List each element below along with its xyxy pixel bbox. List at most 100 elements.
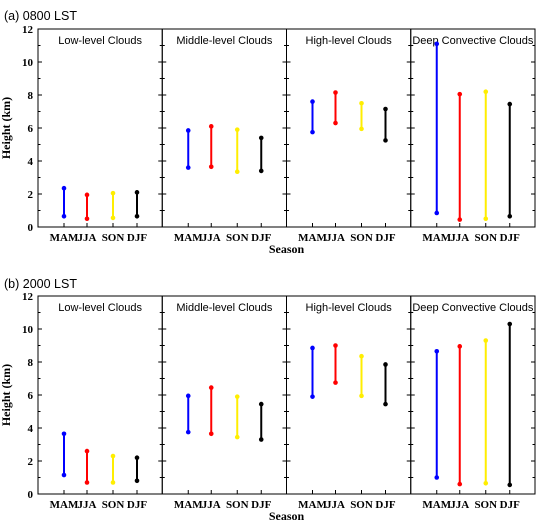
range-son: [110, 190, 116, 221]
range-mam: [185, 393, 191, 435]
range-mam: [61, 185, 67, 219]
range-max-point: [134, 455, 140, 461]
range-jja: [333, 343, 338, 385]
range-son: [483, 338, 489, 486]
range-min-point: [258, 168, 264, 174]
range-min-point: [61, 213, 67, 219]
x-tick-label: JJA: [450, 232, 469, 244]
range-max-point: [483, 338, 489, 343]
range-max-point: [234, 127, 240, 132]
range-min-point: [434, 475, 440, 480]
panel-high-level-clouds: High-level Clouds MAM JJA SON DJF: [286, 28, 412, 244]
range-max-point: [234, 394, 240, 399]
x-tick-label: DJF: [500, 232, 520, 244]
range-max-point: [134, 190, 140, 195]
range-min-point: [457, 481, 463, 487]
range-min-point: [84, 216, 90, 222]
range-max-point: [507, 321, 513, 327]
range-min-point: [61, 472, 67, 478]
range-min-point: [457, 217, 463, 222]
y-tick-label: 0: [28, 222, 34, 234]
range-max-point: [333, 90, 338, 95]
panel-low-level-clouds: Low-level Clouds MAM JJA SON DJF: [37, 295, 163, 511]
range-min-point: [185, 165, 191, 170]
x-tick-label: SON: [474, 232, 497, 244]
range-max-point: [258, 401, 264, 407]
range-min-point: [234, 169, 240, 175]
range-max-point: [110, 453, 116, 459]
x-tick-label: JJA: [326, 499, 345, 511]
range-min-point: [134, 478, 140, 484]
range-min-point: [208, 164, 214, 170]
panel-title: Middle-level Clouds: [176, 302, 272, 314]
panel-deep-convective-clouds: Deep Convective Clouds MAM JJA SON DJF: [410, 295, 536, 511]
range-max-point: [507, 101, 513, 107]
range-max-point: [434, 41, 440, 47]
panel-frame: [161, 295, 287, 495]
range-min-point: [258, 437, 264, 442]
x-axis-label: Season: [269, 242, 305, 256]
range-son: [359, 100, 364, 132]
x-tick-label: MAM: [298, 499, 327, 511]
range-min-point: [134, 213, 140, 219]
range-min-point: [333, 120, 338, 126]
x-tick-label: MAM: [298, 232, 327, 244]
range-max-point: [208, 124, 214, 129]
range-max-point: [483, 89, 489, 94]
panel-title: Low-level Clouds: [58, 35, 142, 47]
range-min-point: [359, 393, 364, 399]
panel-frame: [410, 28, 536, 228]
x-tick-label: SON: [350, 499, 373, 511]
x-tick-label: JJA: [450, 499, 469, 511]
panel-middle-level-clouds: Middle-level Clouds MAM JJA SON DJF: [161, 28, 287, 244]
range-max-point: [310, 345, 315, 351]
range-jja: [457, 344, 463, 487]
range-jja: [84, 448, 90, 485]
range-min-point: [507, 213, 513, 219]
range-min-point: [208, 431, 214, 437]
chart-title: (b) 2000 LST: [4, 277, 77, 291]
range-min-point: [383, 401, 388, 407]
x-tick-label: SON: [226, 232, 249, 244]
range-son: [234, 394, 240, 440]
x-tick-label: MAM: [50, 232, 79, 244]
range-son: [110, 453, 116, 485]
x-tick-label: DJF: [251, 499, 271, 511]
range-djf: [383, 106, 388, 143]
range-max-point: [383, 106, 388, 112]
panel-low-level-clouds: Low-level Clouds MAM JJA SON DJF: [37, 28, 163, 244]
y-tick-label: 10: [22, 324, 34, 336]
range-min-point: [507, 482, 513, 488]
range-max-point: [61, 431, 67, 437]
y-tick-label: 2: [28, 189, 34, 201]
range-min-point: [234, 434, 240, 440]
range-mam: [434, 348, 440, 480]
x-tick-label: DJF: [375, 499, 395, 511]
range-jja: [333, 90, 338, 126]
range-min-point: [310, 129, 315, 135]
panel-title: Deep Convective Clouds: [412, 35, 534, 47]
x-tick-label: MAM: [422, 499, 451, 511]
range-son: [483, 89, 489, 222]
range-max-point: [457, 91, 463, 97]
range-max-point: [434, 348, 440, 354]
y-tick-label: 12: [22, 24, 34, 36]
panel-frame: [37, 295, 163, 495]
x-tick-label: DJF: [127, 232, 147, 244]
range-max-point: [185, 128, 191, 133]
y-tick-label: 0: [28, 489, 34, 501]
x-tick-label: SON: [474, 499, 497, 511]
range-max-point: [359, 100, 364, 106]
range-max-point: [84, 448, 90, 454]
range-min-point: [434, 210, 440, 216]
panel-title: Low-level Clouds: [58, 302, 142, 314]
x-tick-label: JJA: [202, 232, 221, 244]
range-mam: [310, 345, 315, 399]
range-max-point: [110, 190, 116, 196]
panel-frame: [286, 28, 412, 228]
y-tick-label: 6: [28, 123, 34, 135]
chart-0: (a) 0800 LST 0 2 4 6 8 10 12 Height (km) Season Lo…: [0, 9, 536, 256]
x-tick-label: JJA: [326, 232, 345, 244]
x-tick-label: SON: [226, 499, 249, 511]
